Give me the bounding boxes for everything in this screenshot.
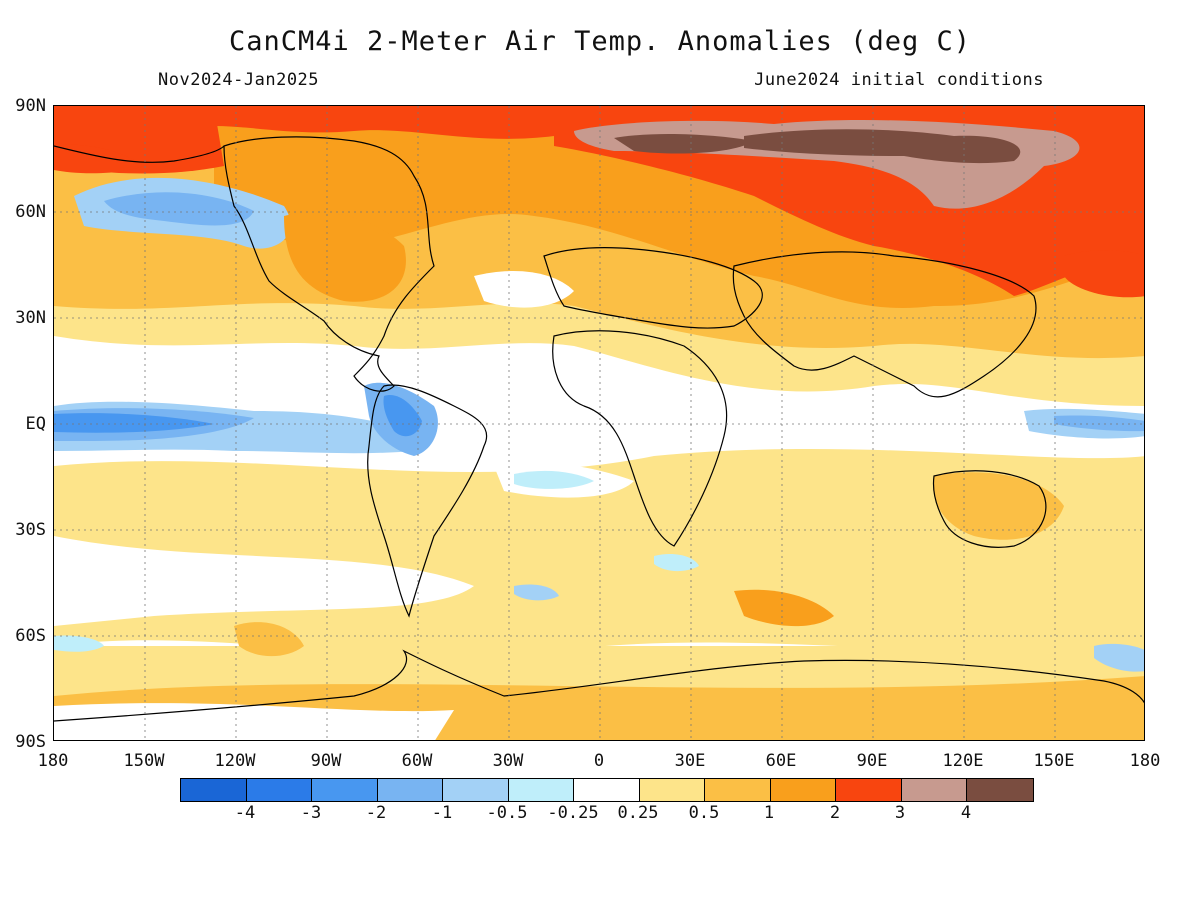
lat-label-90s: 90S: [15, 732, 46, 752]
colorbar-swatch: [377, 779, 443, 801]
period-label: Nov2024-Jan2025: [158, 70, 320, 90]
colorbar-label: -1: [431, 803, 453, 823]
lat-label-30n: 30N: [15, 308, 46, 328]
anomaly-map-svg: [54, 106, 1144, 740]
colorbar-swatch: [312, 779, 378, 801]
lat-label-60n: 60N: [15, 202, 46, 222]
initial-conditions-label: June2024 initial conditions: [754, 70, 1044, 90]
anomaly-map[interactable]: [53, 105, 1145, 741]
colorbar-label: 0.25: [617, 803, 659, 823]
colorbar-label: -0.5: [486, 803, 528, 823]
colorbar-swatch: [967, 779, 1033, 801]
lat-label-60s: 60S: [15, 626, 46, 646]
colorbar-label: 2: [829, 803, 841, 823]
lon-label-30w: 30W: [492, 751, 524, 771]
lon-label-150w: 150W: [123, 751, 165, 771]
colorbar-swatch: [705, 779, 771, 801]
colorbar-swatch: [639, 779, 705, 801]
colorbar-label: -3: [300, 803, 322, 823]
colorbar-label: 1: [763, 803, 775, 823]
colorbar-label: 0.5: [688, 803, 720, 823]
lat-label-90n: 90N: [15, 96, 46, 116]
lon-label-90e: 90E: [856, 751, 888, 771]
lat-label-eq: EQ: [25, 414, 46, 434]
colorbar-swatch: [574, 779, 640, 801]
lon-label-120w: 120W: [214, 751, 256, 771]
lon-label-60w: 60W: [401, 751, 433, 771]
colorbar-swatch: [246, 779, 312, 801]
lon-label-180w: 180: [37, 751, 69, 771]
lon-label-60e: 60E: [765, 751, 797, 771]
lon-label-120e: 120E: [942, 751, 984, 771]
colorbar-swatch: [836, 779, 902, 801]
lon-label-30e: 30E: [674, 751, 706, 771]
lon-label-180e: 180: [1129, 751, 1161, 771]
lat-label-30s: 30S: [15, 520, 46, 540]
chart-title: CanCM4i 2-Meter Air Temp. Anomalies (deg…: [229, 26, 971, 57]
lon-label-0: 0: [593, 751, 605, 771]
lon-label-150e: 150E: [1033, 751, 1075, 771]
colorbar-swatch: [443, 779, 509, 801]
colorbar-label: 3: [894, 803, 906, 823]
colorbar-swatch: [181, 779, 247, 801]
colorbar-label: 4: [960, 803, 972, 823]
colorbar-swatch: [508, 779, 574, 801]
colorbar-label: -4: [234, 803, 256, 823]
colorbar-label: -0.25: [547, 803, 599, 823]
colorbar-swatch: [770, 779, 836, 801]
colorbar: [180, 778, 1034, 802]
lon-label-90w: 90W: [310, 751, 342, 771]
colorbar-label: -2: [365, 803, 387, 823]
colorbar-swatch: [901, 779, 967, 801]
